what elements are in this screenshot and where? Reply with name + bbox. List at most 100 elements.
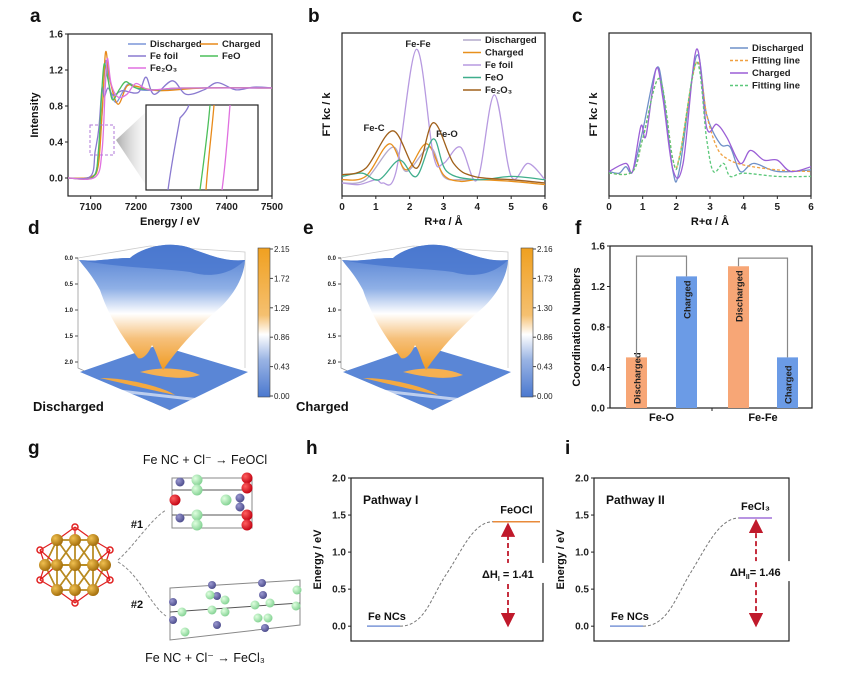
- delta-symbol: ΔH: [730, 567, 746, 579]
- series-line-2: [608, 48, 812, 179]
- floor-band: [91, 386, 201, 402]
- ligand-atom: [36, 576, 44, 584]
- oxygen-atom: [241, 509, 253, 521]
- level-start-label: Fe NCs: [368, 611, 406, 623]
- y-axis-label: Intensity: [29, 92, 41, 138]
- plot-frame-a: [67, 33, 273, 197]
- x-tick-label: 1: [373, 202, 379, 213]
- zoom-region-box: [89, 124, 115, 156]
- delta-h-label: ΔHI = 1.41: [482, 569, 534, 583]
- peak-annotation: Fe-Fe: [405, 39, 430, 50]
- z-tick-label: 0.5: [65, 282, 74, 288]
- fe-atom: [213, 621, 221, 629]
- colorbar-tick-label: 1.73: [537, 274, 553, 283]
- legend-label: Fitting line: [752, 56, 800, 67]
- x-tick-label: 3: [707, 202, 713, 213]
- legend-label: Fe foil: [485, 60, 513, 71]
- series-line-1: [67, 50, 273, 179]
- x-tick-label: 7500: [261, 202, 284, 213]
- delta-value: = 1.41: [500, 569, 534, 581]
- bar-discharged: [626, 357, 647, 408]
- pathway-1-connector: [117, 509, 167, 561]
- y-tick-label: 1.0: [332, 548, 346, 559]
- reaction-path: [399, 521, 494, 627]
- colorbar-tick-label: 2.15: [274, 245, 290, 254]
- oxygen-atom: [241, 519, 253, 531]
- floor-band: [354, 386, 464, 402]
- fe-atom: [175, 513, 185, 523]
- pathway-1-label: #1: [131, 519, 143, 531]
- plot-frame-i: [593, 477, 790, 642]
- y-tick-label: 1.6: [49, 30, 63, 41]
- fe-atom: [69, 559, 81, 571]
- energy-surface: [79, 244, 245, 370]
- ligand-atom: [106, 546, 114, 554]
- chlorine-atom: [265, 598, 275, 608]
- panel-label-g: g: [28, 438, 40, 459]
- ligand-atom: [36, 546, 44, 554]
- reaction-1-label: Fe NC + Cl⁻ → FeOCl: [143, 453, 267, 467]
- z-tick-label: 0.0: [65, 256, 74, 262]
- fe-atom: [175, 477, 185, 487]
- colorbar-tick-label: 0.86: [537, 333, 553, 342]
- projection-floor: [80, 345, 248, 410]
- y-axis-label: Coordination Numbers: [571, 267, 583, 386]
- y-tick-label: 0.0: [575, 622, 589, 633]
- y-axis-label: Energy / eV: [555, 529, 567, 590]
- chlorine-atom: [220, 494, 232, 506]
- fe-atom: [235, 493, 245, 503]
- ligand-atom: [71, 599, 79, 607]
- surface-rim: [79, 244, 245, 275]
- comparison-bracket: [737, 257, 789, 358]
- x-tick-label: 6: [808, 202, 814, 213]
- surface-state-label: Discharged: [33, 399, 104, 414]
- fe-atom: [208, 581, 216, 589]
- chlorine-atom: [250, 600, 260, 610]
- fe-atom: [213, 592, 221, 600]
- chlorine-atom: [207, 605, 217, 615]
- colorbar-tick-label: 1.72: [274, 274, 290, 283]
- series-line-2: [67, 76, 273, 180]
- y-tick-label: 0.5: [332, 585, 346, 596]
- y-tick-label: 0.4: [591, 363, 605, 374]
- delta-label-bg: [478, 562, 548, 583]
- delta-subscript: I: [498, 576, 500, 583]
- pathway-title: Pathway I: [363, 493, 418, 507]
- category-label: Fe-O: [649, 412, 675, 424]
- colorbar-tick-label: 0.86: [274, 333, 290, 342]
- fe-atom: [258, 579, 266, 587]
- x-tick-label: 5: [508, 202, 514, 213]
- chlorine-atom: [180, 627, 190, 637]
- panel-label-b: b: [308, 6, 320, 27]
- chlorine-atom: [220, 607, 230, 617]
- pathway-2-connector: [117, 561, 167, 617]
- legend-label: Discharged: [150, 39, 202, 50]
- x-tick-label: 3: [441, 202, 447, 213]
- fe-atom: [87, 559, 99, 571]
- panel-label-f: f: [575, 218, 582, 239]
- y-tick-label: 0.8: [49, 102, 63, 113]
- bar-label: Charged: [683, 280, 694, 319]
- level-start-label: Fe NCs: [611, 611, 649, 623]
- y-tick-label: 0.0: [332, 622, 346, 633]
- y-tick-label: 0.0: [49, 174, 63, 185]
- y-axis-label: FT kc / k: [321, 92, 333, 137]
- legend-label: FeO: [222, 51, 240, 62]
- panel-label-e: e: [303, 218, 314, 239]
- oxygen-atom: [241, 472, 253, 484]
- bar-charged: [777, 357, 798, 408]
- fe-atom: [99, 559, 111, 571]
- colorbar-tick-label: 0.43: [274, 363, 290, 372]
- chlorine-atom: [220, 595, 230, 605]
- x-tick-label: 2: [407, 202, 413, 213]
- chlorine-atom: [191, 484, 203, 496]
- x-tick-label: 4: [475, 202, 481, 213]
- colorbar: [520, 247, 534, 398]
- x-tick-label: 7400: [216, 202, 239, 213]
- bar-label: Discharged: [633, 352, 644, 404]
- z-tick-label: 0.5: [328, 282, 337, 288]
- bar-label: Discharged: [735, 270, 746, 322]
- panel-label-h: h: [306, 438, 318, 459]
- energy-surface: [342, 244, 508, 370]
